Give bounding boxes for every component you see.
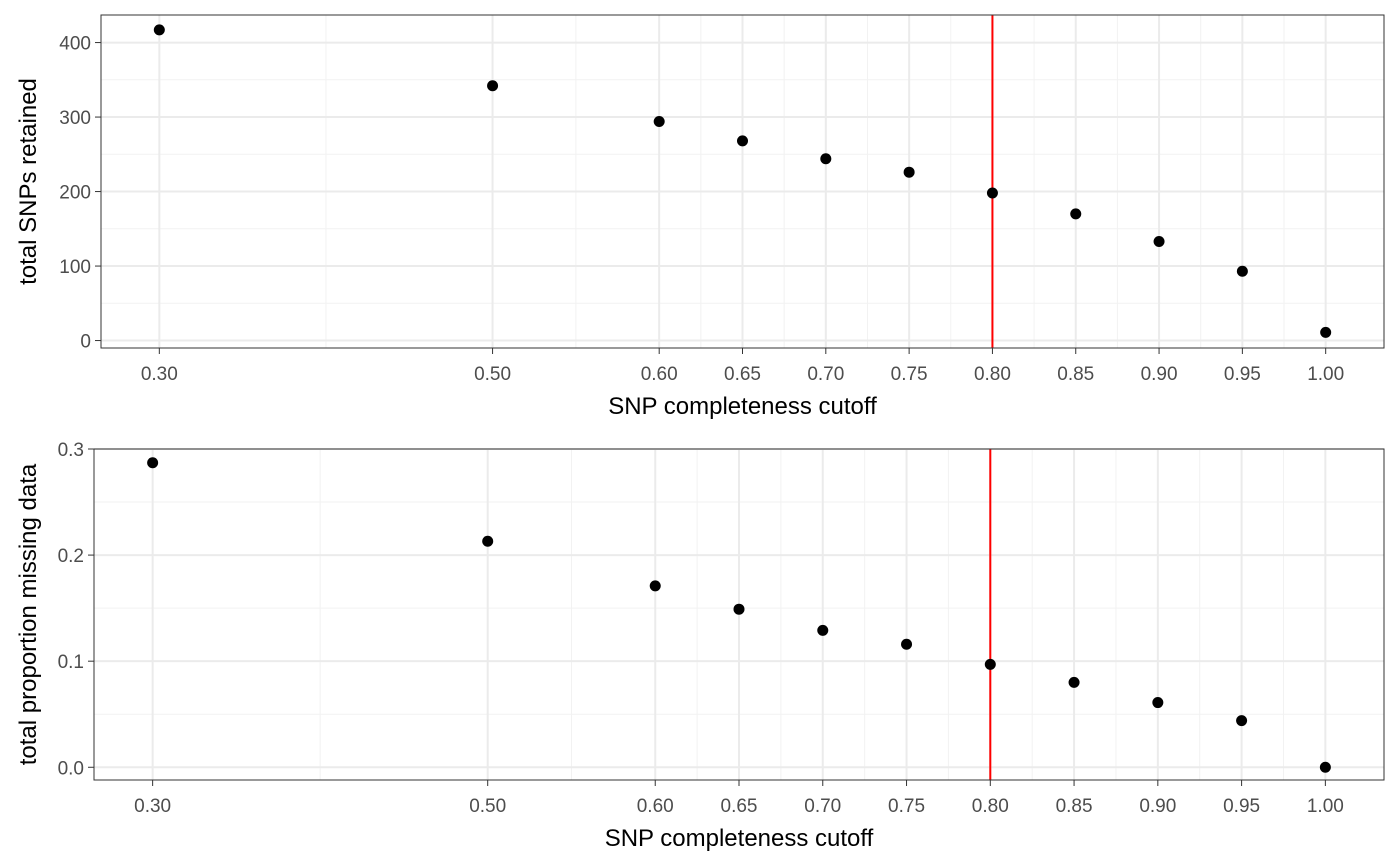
top-data-point [737,135,748,147]
top-x-tick-label: 0.80 [974,364,1011,385]
bottom-data-point [482,535,494,547]
bottom-data-point [817,624,829,636]
bottom-y-tick-label: 0.0 [58,758,84,779]
top-data-point [820,153,832,165]
top-data-point [1320,326,1332,338]
top-x-tick-label: 0.85 [1057,364,1094,385]
top-points [153,24,1332,338]
top-data-point [487,80,499,92]
top-x-tick-label: 0.75 [891,364,928,385]
top-data-point [1236,265,1248,277]
bottom-grid [94,448,1384,780]
top-x-tick-label: 0.65 [724,364,761,385]
bottom-y-tick-label: 0.2 [58,546,84,567]
top-data-point [1153,235,1165,247]
top-y-axis-title: total SNPs retained [15,78,42,285]
top-grid [101,15,1384,348]
bottom-data-point [1236,715,1248,727]
bottom-x-axis-title: SNP completeness cutoff [605,825,874,852]
top-y-tick-label: 0 [80,332,91,353]
top-data-point [986,187,998,199]
top-y-tick-label: 300 [59,108,91,129]
bottom-data-point [733,603,745,615]
top-data-point [153,24,165,36]
top-data-point [903,166,915,178]
bottom-x-tick-label: 0.85 [1056,796,1093,817]
top-x-tick-label: 0.50 [474,364,511,385]
panel-top: 0.30 0.50 0.60 0.65 0.70 0.75 0.80 0.85 0.90 0.95… [15,14,1385,420]
top-data-point [1070,208,1082,220]
top-x-tick-label: 0.95 [1224,364,1261,385]
bottom-y-axis: 0.0 0.1 0.2 0.3 [58,440,94,779]
bottom-x-tick-label: 0.65 [721,796,758,817]
top-y-tick-label: 100 [59,257,91,278]
bottom-x-tick-label: 1.00 [1307,796,1344,817]
bottom-data-point [649,580,661,592]
bottom-y-axis-title: total proportion missing data [15,463,42,765]
bottom-data-point [901,638,913,650]
bottom-data-point [1152,697,1164,709]
top-x-tick-label: 0.90 [1141,364,1178,385]
bottom-x-tick-label: 0.90 [1139,796,1176,817]
bottom-x-tick-label: 0.70 [804,796,841,817]
bottom-data-point [984,658,996,670]
bottom-points [147,457,1331,773]
bottom-x-tick-label: 0.60 [637,796,674,817]
bottom-y-tick-label: 0.3 [58,440,84,461]
panel-bottom: 0.30 0.50 0.60 0.65 0.70 0.75 0.80 0.85 0.90 0.95… [15,440,1385,852]
bottom-data-point [147,457,159,469]
top-x-tick-label: 0.60 [641,364,678,385]
bottom-x-tick-label: 0.50 [469,796,506,817]
bottom-data-point [1068,676,1080,688]
bottom-x-tick-label: 0.30 [134,796,171,817]
top-x-tick-label: 0.30 [141,364,178,385]
bottom-x-tick-label: 0.80 [972,796,1009,817]
bottom-x-tick-label: 0.75 [888,796,925,817]
top-y-tick-label: 200 [59,183,91,204]
bottom-x-axis: 0.30 0.50 0.60 0.65 0.70 0.75 0.80 0.85 0.90 0.95… [134,780,1344,817]
top-x-tick-label: 1.00 [1307,364,1344,385]
bottom-y-tick-label: 0.1 [58,652,84,673]
bottom-data-point [1319,761,1331,773]
top-x-axis-title: SNP completeness cutoff [608,393,877,420]
top-data-point [653,116,665,128]
top-y-tick-label: 400 [59,34,91,55]
top-x-axis: 0.30 0.50 0.60 0.65 0.70 0.75 0.80 0.85 0.90 0.95… [141,348,1344,385]
bottom-x-tick-label: 0.95 [1223,796,1260,817]
top-y-axis: 0 100 200 300 400 [59,34,101,353]
top-x-tick-label: 0.70 [807,364,844,385]
